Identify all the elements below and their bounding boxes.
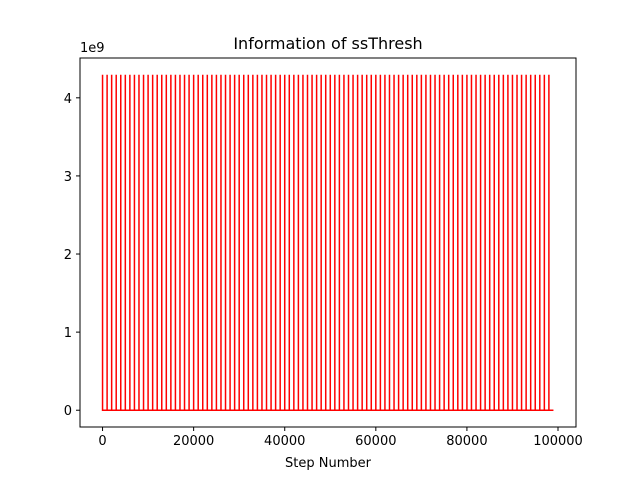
series-layer [101,74,554,411]
y-axis: 0 1 2 3 4 [64,92,80,419]
x-tick-label: 60000 [355,434,396,449]
x-tick-label: 20000 [173,434,214,449]
x-tick-label: 0 [98,434,106,449]
series-line-0 [101,74,554,411]
y-axis-multiplier: 1e9 [80,41,105,56]
y-tick-label: 0 [64,404,72,419]
x-tick-label: 40000 [264,434,305,449]
y-tick-label: 2 [64,248,72,263]
plot-frame [79,57,577,428]
chart-title: Information of ssThresh [233,34,422,53]
x-tick-label: 100000 [533,434,583,449]
x-tick-label: 80000 [446,434,487,449]
x-axis: 0 20000 40000 60000 80000 100000 [98,427,583,449]
y-tick-label: 3 [64,170,72,185]
y-tick-label: 1 [64,326,72,341]
x-axis-label: Step Number [285,456,372,471]
y-tick-label: 4 [64,92,72,107]
